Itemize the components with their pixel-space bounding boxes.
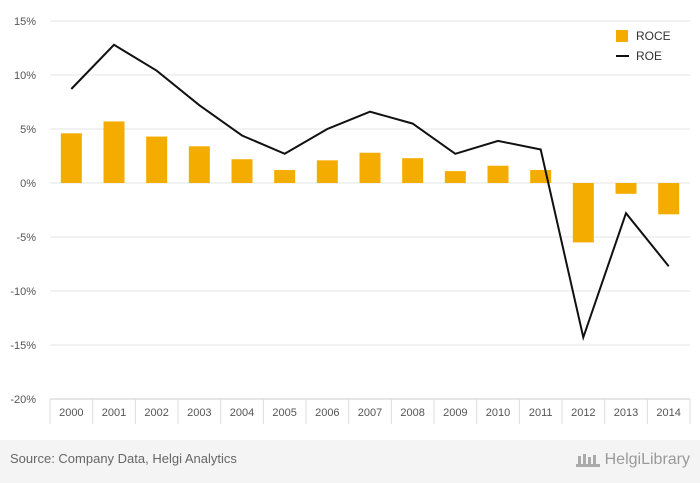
roce-bar	[615, 183, 637, 194]
x-tick-label: 2007	[358, 407, 382, 419]
x-tick-label: 2008	[400, 407, 424, 419]
x-tick-label: 2011	[529, 407, 553, 419]
y-tick-label: -15%	[10, 340, 36, 352]
x-tick-label: 2010	[486, 407, 510, 419]
brand-logo: HelgiLibrary	[575, 450, 690, 470]
roce-bar	[402, 158, 424, 183]
x-tick-label: 2013	[614, 407, 638, 419]
roce-bar	[231, 159, 253, 183]
y-tick-label: 0%	[20, 178, 36, 190]
source-note: Source: Company Data, Helgi Analytics	[10, 451, 237, 466]
x-tick-label: 2004	[230, 407, 254, 419]
footer: Source: Company Data, Helgi Analytics He…	[0, 440, 700, 483]
x-tick-label: 2006	[315, 407, 339, 419]
roce-bar	[658, 183, 680, 215]
legend-roce-label: ROCE	[636, 29, 671, 43]
roce-bar	[572, 183, 594, 243]
x-tick-label: 2003	[187, 407, 211, 419]
roce-bars	[60, 121, 680, 243]
roce-bar	[188, 146, 210, 183]
y-tick-label: -5%	[16, 232, 36, 244]
legend: ROCE ROE	[616, 29, 671, 63]
x-tick-label: 2014	[656, 407, 680, 419]
roce-bar	[60, 133, 82, 183]
legend-roce-swatch	[616, 30, 628, 42]
roce-bar	[316, 160, 338, 183]
roce-bar	[274, 170, 296, 183]
x-tick-label: 2000	[59, 407, 83, 419]
roe-line-group	[70, 43, 670, 342]
y-tick-label: -10%	[10, 286, 36, 298]
x-tick-label: 2002	[144, 407, 168, 419]
y-tick-label: -20%	[10, 394, 36, 406]
chart: 15%10%5%0%-5%-10%-15%-20% 2000 2001 2002 20…	[10, 16, 691, 424]
x-axis: 2000 2001 2002 2003 2004 2005 2006 2007 2008 2009…	[49, 398, 691, 424]
roce-bar	[359, 152, 381, 183]
roce-bar	[487, 165, 509, 183]
y-tick-label: 10%	[14, 70, 36, 82]
brand-text: HelgiLibrary	[604, 451, 690, 468]
legend-roe-label: ROE	[636, 49, 662, 63]
roce-bar	[103, 121, 125, 183]
x-tick-label: 2009	[443, 407, 467, 419]
x-tick-label: 2005	[272, 407, 296, 419]
roe-line	[70, 43, 670, 342]
library-icon	[575, 454, 600, 467]
grid-lines	[50, 20, 690, 400]
x-tick-label: 2001	[102, 407, 126, 419]
roce-bar	[146, 136, 168, 183]
y-tick-label: 15%	[14, 16, 36, 28]
roce-bar	[444, 171, 466, 183]
y-axis-ticks: 15% 10% 5% 0% -5% -10% -15% -20%	[10, 16, 36, 406]
y-tick-label: 5%	[20, 124, 36, 136]
x-tick-label: 2012	[571, 407, 595, 419]
